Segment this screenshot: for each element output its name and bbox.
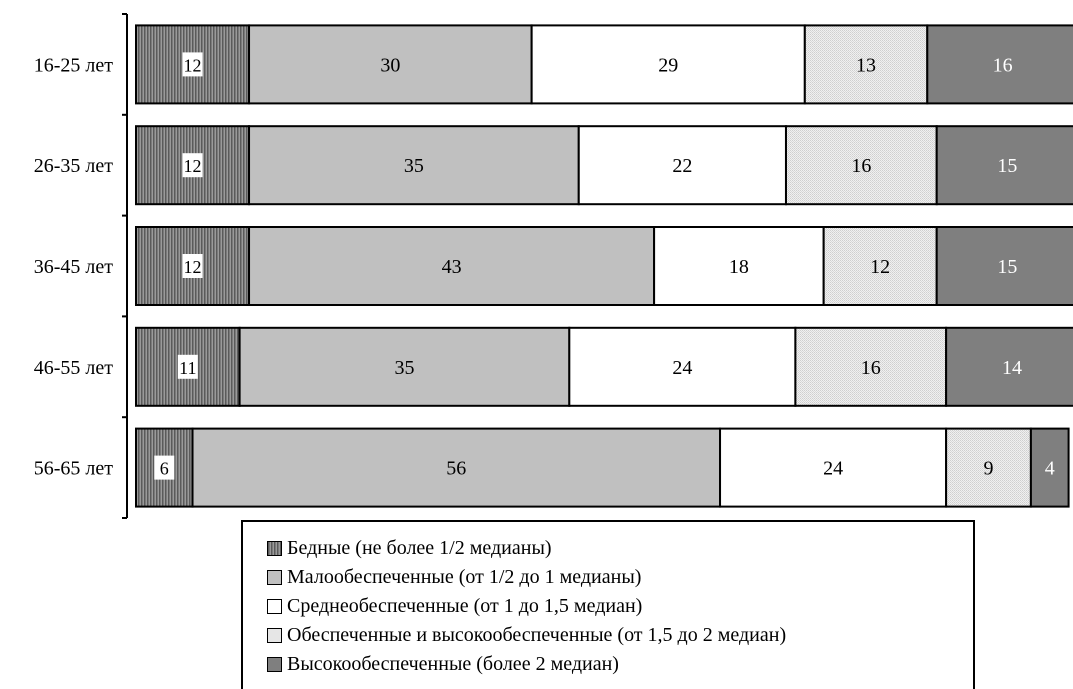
category-tick-label: 36-45 лет xyxy=(34,256,114,278)
data-label-background xyxy=(182,52,203,77)
data-label: 11 xyxy=(179,358,196,378)
bar-segment xyxy=(822,226,938,306)
legend-swatch-icon xyxy=(267,570,282,585)
data-label-background xyxy=(154,455,175,480)
legend-item: Бедные (не более 1/2 медианы) xyxy=(267,534,973,563)
data-label: 12 xyxy=(184,55,202,75)
data-label: 15 xyxy=(997,155,1017,177)
data-label: 18 xyxy=(729,256,749,278)
category-tick-label: 16-25 лет xyxy=(34,54,114,76)
legend-swatch-icon xyxy=(267,657,282,672)
bar-segment xyxy=(568,326,797,407)
data-label: 12 xyxy=(184,156,202,176)
category-tick-label: 46-55 лет xyxy=(34,357,114,379)
data-label: 12 xyxy=(184,257,202,277)
data-label: 35 xyxy=(404,155,424,177)
data-label: 43 xyxy=(442,256,462,278)
data-label: 12 xyxy=(870,256,890,278)
data-label: 29 xyxy=(658,54,678,76)
bar-segment xyxy=(248,24,533,105)
bar-segment xyxy=(248,125,580,206)
data-label-background xyxy=(177,354,198,379)
data-label: 24 xyxy=(823,458,843,480)
legend-item: Обеспеченные и высокообеспеченные (от 1,… xyxy=(267,621,973,650)
bar-segment xyxy=(926,24,1073,105)
data-label: 22 xyxy=(672,155,692,177)
legend-swatch-icon xyxy=(267,599,282,614)
legend-label: Малообеспеченные (от 1/2 до 1 медианы) xyxy=(287,566,642,588)
bar-segment xyxy=(577,125,787,206)
data-label: 13 xyxy=(856,54,876,76)
legend-item: Малообеспеченные (от 1/2 до 1 медианы) xyxy=(267,563,973,592)
legend-item: Среднеобеспеченные (от 1 до 1,5 медиан) xyxy=(267,592,973,621)
bar-segment xyxy=(803,24,929,105)
category-tick-label: 56-65 лет xyxy=(34,458,114,480)
bar-segment xyxy=(135,427,194,508)
bar-segment xyxy=(238,326,571,407)
category-tick-label: 26-35 лет xyxy=(34,155,114,177)
data-label-background xyxy=(182,254,203,278)
chart-legend: Бедные (не более 1/2 медианы) Малообеспеч… xyxy=(241,520,975,689)
legend-swatch-icon xyxy=(267,628,282,643)
bar-segment xyxy=(935,226,1073,306)
legend-swatch-icon xyxy=(267,541,282,556)
data-label: 14 xyxy=(1002,357,1022,379)
bar-segment xyxy=(248,226,656,306)
bar-segment xyxy=(191,427,722,508)
legend-label: Среднеобеспеченные (от 1 до 1,5 медиан) xyxy=(287,595,643,617)
data-label: 30 xyxy=(380,54,400,76)
bar-segment xyxy=(1029,427,1070,508)
legend-label: Бедные (не более 1/2 медианы) xyxy=(287,537,552,559)
bar-segment xyxy=(530,24,806,105)
data-label: 6 xyxy=(160,459,169,479)
legend-item: Высокообеспеченные (более 2 медиан) xyxy=(267,650,973,679)
data-label: 16 xyxy=(993,54,1013,76)
data-label: 16 xyxy=(861,357,881,379)
bar-segment xyxy=(653,226,825,306)
data-label: 16 xyxy=(851,155,871,177)
data-label: 24 xyxy=(672,357,692,379)
data-label: 56 xyxy=(446,458,466,480)
data-label: 4 xyxy=(1045,458,1055,480)
bar-segment xyxy=(935,125,1073,206)
data-label: 9 xyxy=(984,458,994,480)
data-label-background xyxy=(182,153,203,178)
legend-label: Высокообеспеченные (более 2 медиан) xyxy=(287,653,619,675)
bar-segment xyxy=(945,326,1073,407)
legend-label: Обеспеченные и высокообеспеченные (от 1,… xyxy=(287,624,787,646)
data-label: 15 xyxy=(997,256,1017,278)
data-label: 35 xyxy=(394,357,414,379)
